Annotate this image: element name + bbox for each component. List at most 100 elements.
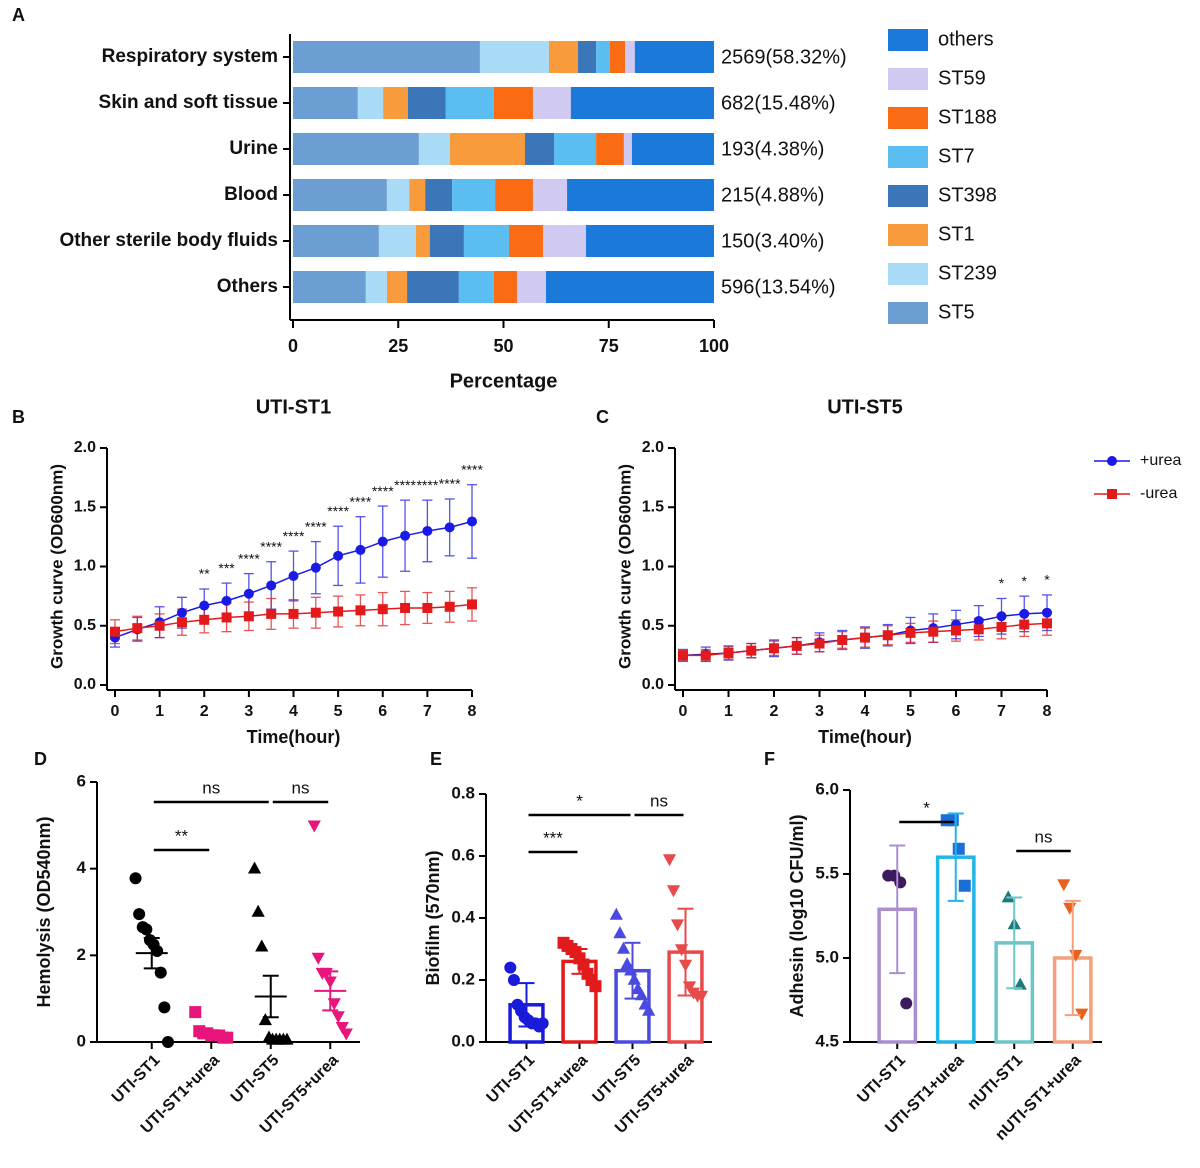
point: [670, 919, 685, 932]
point: [666, 885, 681, 898]
legend-label: -urea: [1140, 485, 1177, 502]
legend-swatch: [888, 146, 928, 168]
point: [355, 605, 366, 616]
error-bar: [624, 941, 641, 1000]
category-label: Blood: [224, 184, 278, 205]
point: [161, 1036, 174, 1048]
point: [837, 634, 848, 645]
y-tick-label: 0.5: [74, 617, 96, 634]
point: [642, 1003, 656, 1016]
point: [905, 627, 916, 638]
comparison-label: *: [576, 791, 583, 810]
point: [1019, 619, 1030, 630]
panel-label: B: [12, 407, 25, 427]
panel-label: E: [430, 749, 442, 769]
point: [310, 562, 321, 573]
x-tick-label: 7: [997, 703, 1006, 720]
bar-segment: [383, 87, 408, 119]
point: [400, 530, 411, 541]
significance-label: ****: [416, 477, 438, 493]
point: [536, 1017, 549, 1030]
point: [129, 872, 142, 885]
point: [928, 626, 939, 637]
point: [333, 606, 344, 617]
panel-label: A: [12, 5, 25, 25]
comparison-label: *: [923, 798, 930, 817]
bar-segment: [495, 179, 533, 211]
point: [723, 648, 734, 659]
bar-segment: [407, 271, 459, 303]
x-axis-label: Percentage: [450, 370, 558, 392]
point: [258, 1013, 272, 1026]
point: [189, 1006, 202, 1019]
x-tick-label: 50: [493, 336, 513, 356]
significance-label: ****: [394, 477, 416, 493]
y-tick-label: 1.5: [642, 498, 664, 515]
point: [158, 1001, 171, 1014]
point: [266, 580, 277, 591]
legend-label: ST7: [938, 145, 975, 167]
significance-label: ****: [372, 483, 394, 499]
bar-segment: [293, 179, 387, 211]
category-label: Others: [217, 276, 278, 297]
bar-segment: [365, 271, 387, 303]
point: [422, 602, 433, 613]
bar-segment: [418, 133, 451, 165]
point: [467, 516, 477, 527]
y-tick-label: 0: [77, 1031, 86, 1050]
point: [377, 604, 388, 615]
point: [331, 1011, 345, 1024]
point: [1042, 607, 1052, 618]
x-tick-label: 2: [770, 703, 779, 720]
bar-segment: [357, 87, 384, 119]
point: [140, 923, 153, 936]
point: [151, 945, 164, 957]
point: [243, 588, 254, 599]
legend-marker: [1107, 489, 1117, 499]
point: [154, 966, 167, 979]
x-tick-label: 1: [155, 703, 164, 720]
point: [814, 638, 825, 649]
bar-segment: [634, 41, 714, 73]
point: [199, 614, 210, 625]
y-tick-label: 2: [77, 945, 86, 964]
legend-swatch: [888, 29, 928, 51]
y-tick-label: 0.0: [642, 676, 664, 693]
y-axis-label: Growth curve (OD600nm): [615, 464, 634, 669]
significance-label: *: [999, 575, 1005, 591]
y-tick-label: 0.6: [451, 845, 475, 864]
y-tick-label: 1.5: [74, 498, 96, 515]
bar-segment: [452, 179, 496, 211]
legend-label: ST188: [938, 106, 997, 128]
category-label: Skin and soft tissue: [99, 92, 278, 113]
significance-label: *: [1022, 573, 1028, 589]
error-bar: [889, 844, 906, 975]
point: [996, 621, 1007, 632]
x-tick-label: 8: [1043, 703, 1052, 720]
point: [288, 608, 299, 619]
bar-segment: [293, 271, 366, 303]
x-tick-label: 5: [906, 703, 915, 720]
category-label: Respiratory system: [102, 46, 278, 67]
y-tick-label: 2.0: [642, 439, 664, 456]
point: [132, 623, 143, 634]
point: [311, 952, 325, 965]
bar-segment: [546, 271, 714, 303]
bar-segment: [508, 225, 544, 257]
y-tick-label: 0.0: [74, 676, 96, 693]
y-axis-label: Adhesin (log10 CFU/ml): [787, 814, 807, 1017]
significance-label: ****: [350, 493, 372, 509]
bar-segment: [524, 133, 555, 165]
x-tick-label: nUTI-ST1: [964, 1052, 1026, 1114]
y-tick-label: 0.8: [451, 783, 475, 802]
error-bar: [1064, 899, 1081, 1017]
bar-label: 682(15.48%): [721, 92, 836, 114]
error-bar: [518, 982, 535, 1028]
bar-segment: [532, 179, 568, 211]
bar-segment: [596, 133, 624, 165]
point: [1019, 608, 1030, 619]
x-tick-label: 1: [724, 703, 733, 720]
legend-label: ST5: [938, 301, 975, 323]
comparison-label: **: [175, 826, 189, 845]
point: [247, 861, 262, 874]
